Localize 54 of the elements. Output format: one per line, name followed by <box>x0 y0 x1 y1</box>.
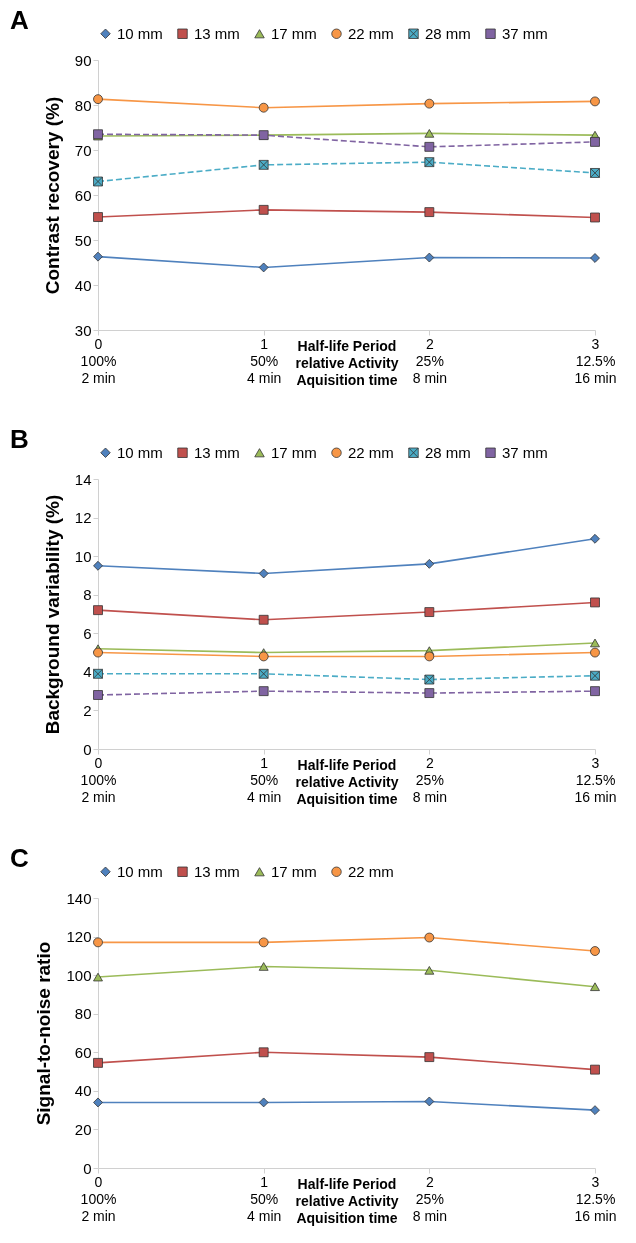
x-tick-label: 3 12.5% 16 min <box>574 1173 617 1224</box>
legend-label: 28 mm <box>425 24 471 42</box>
legend-label: 13 mm <box>194 443 240 461</box>
legend-label: 17 mm <box>271 443 317 461</box>
legend-label: 22 mm <box>348 24 394 42</box>
legend-label: 13 mm <box>194 24 240 42</box>
y-tick-label: 60 <box>74 1043 92 1061</box>
y-axis-title: Background variability (%) <box>41 494 63 735</box>
y-tick-label: 70 <box>74 141 92 159</box>
x-tick-label: 2 25% 8 min <box>412 335 447 386</box>
legend-label: 10 mm <box>117 24 163 42</box>
y-tick-label: 14 <box>74 470 92 488</box>
y-tick-label: 90 <box>74 51 92 69</box>
x-tick-label: 1 50% 4 min <box>247 1173 282 1224</box>
y-tick-label: 50 <box>74 231 92 249</box>
y-tick-label: 8 <box>83 586 92 604</box>
legend-label: 13 mm <box>194 862 240 880</box>
legend-label: 28 mm <box>425 443 471 461</box>
y-tick-label: 10 <box>74 547 92 565</box>
legend-label: 10 mm <box>117 862 163 880</box>
y-tick-label: 12 <box>74 509 92 527</box>
legend-label: 17 mm <box>271 862 317 880</box>
x-axis-title: Half-life Period relative Activity Aquisition time <box>295 756 399 807</box>
y-axis-title: Contrast recovery (%) <box>41 96 63 295</box>
y-tick-label: 140 <box>66 889 92 907</box>
legend-label: 22 mm <box>348 862 394 880</box>
y-tick-label: 6 <box>83 624 92 642</box>
chart-title: A <box>10 5 29 35</box>
y-tick-label: 60 <box>74 186 92 204</box>
y-tick-label: 120 <box>66 928 92 946</box>
y-tick-label: 80 <box>74 1005 92 1023</box>
x-tick-label: 2 25% 8 min <box>412 1173 447 1224</box>
x-axis-title: Half-life Period relative Activity Aquisition time <box>295 1175 399 1226</box>
chart-title: B <box>10 424 29 454</box>
legend-label: 10 mm <box>117 443 163 461</box>
y-axis-title: Signal-to-noise ratio <box>33 941 55 1126</box>
x-tick-label: 1 50% 4 min <box>247 335 282 386</box>
y-tick-label: 40 <box>74 276 92 294</box>
y-tick-label: 4 <box>83 663 92 681</box>
chart-title: C <box>10 843 29 873</box>
x-tick-label: 3 12.5% 16 min <box>574 335 617 386</box>
x-axis-title: Half-life Period relative Activity Aquisition time <box>295 337 399 388</box>
y-tick-label: 40 <box>74 1082 92 1100</box>
legend-label: 22 mm <box>348 443 394 461</box>
y-tick-label: 2 <box>83 701 92 719</box>
y-tick-label: 100 <box>66 966 92 984</box>
legend-label: 37 mm <box>502 24 548 42</box>
x-tick-label: 1 50% 4 min <box>247 754 282 805</box>
legend-label: 37 mm <box>502 443 548 461</box>
legend-label: 17 mm <box>271 24 317 42</box>
x-tick-label: 3 12.5% 16 min <box>574 754 617 805</box>
y-tick-label: 20 <box>74 1120 92 1138</box>
y-tick-label: 80 <box>74 96 92 114</box>
x-tick-label: 2 25% 8 min <box>412 754 447 805</box>
